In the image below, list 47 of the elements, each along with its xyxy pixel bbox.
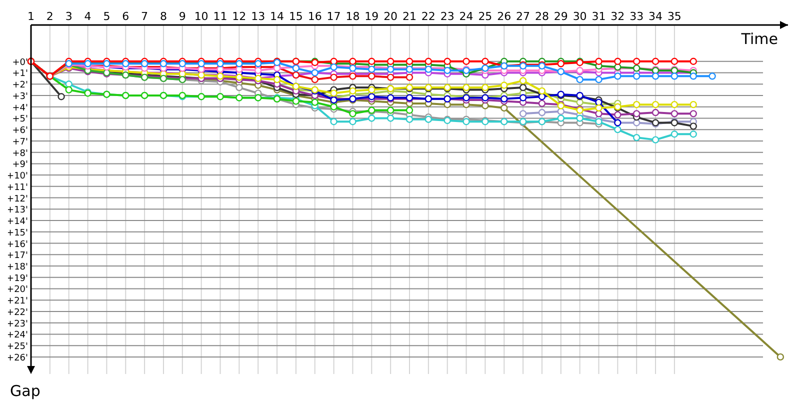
x-tick-label: 13 [251,10,266,23]
y-tick-label: +1' [12,69,28,80]
x-tick-label: 32 [610,10,625,23]
x-tick-label: 27 [516,10,530,23]
x-tick-label: 10 [194,10,208,23]
x-tick-label: 14 [270,10,284,23]
x-tick-label: 20 [384,10,398,23]
y-tick-label: +3' [12,92,28,102]
x-tick-label: 18 [346,10,360,23]
x-tick-label: 4 [84,10,92,23]
x-tick-label: 24 [459,10,474,23]
x-tick-label: 26 [497,10,512,23]
x-tick-label: 19 [364,10,379,23]
y-tick-label: +7' [12,137,28,148]
y-tick-label: +4' [12,103,28,114]
x-tick-label: 6 [122,10,130,23]
x-tick-label: 21 [402,10,416,23]
x-tick-label: 30 [572,10,587,23]
x-tick-label: 22 [421,10,436,23]
x-tick-label: 12 [232,10,246,23]
y-tick-label: +5' [12,114,28,125]
y-tick-label: +9' [12,160,28,170]
x-tick-label: 29 [554,10,568,23]
x-tick-label: 2 [46,10,54,23]
x-axis-title: Time [740,30,778,48]
x-tick-label: 11 [213,10,228,23]
y-tick-label: +2' [12,80,28,91]
x-tick-label: 8 [160,10,167,23]
x-tick-label: 34 [648,10,663,23]
x-tick-label: 17 [326,10,341,23]
y-axis-title: Gap [10,382,40,400]
x-tick-label: 25 [478,10,492,23]
x-tick-label: 9 [178,10,186,23]
x-tick-label: 5 [103,10,110,23]
y-tick-label: +6' [12,126,28,136]
x-tick-label: 16 [308,10,322,23]
x-tick-label: 1 [28,10,34,23]
x-tick-label: 3 [65,10,72,23]
x-tick-label: 7 [141,10,148,23]
x-tick-label: 28 [534,10,549,23]
x-tick-label: 35 [667,10,682,23]
x-tick-label: 23 [440,10,454,23]
y-tick-label: +0' [12,58,28,68]
y-tick-label: +8' [12,148,28,159]
x-tick-label: 33 [630,10,644,23]
x-tick-label: 31 [592,10,606,23]
x-tick-label: 15 [288,10,303,23]
